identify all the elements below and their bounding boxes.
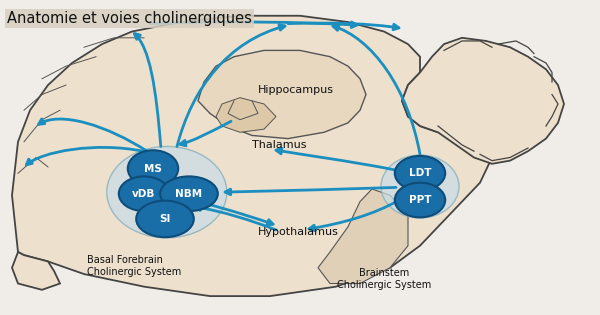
FancyArrowPatch shape bbox=[195, 205, 276, 230]
Polygon shape bbox=[12, 16, 492, 296]
FancyArrowPatch shape bbox=[177, 25, 285, 146]
Ellipse shape bbox=[160, 176, 218, 211]
Ellipse shape bbox=[136, 201, 194, 237]
FancyArrowPatch shape bbox=[333, 25, 420, 154]
Polygon shape bbox=[318, 189, 408, 284]
Text: PPT: PPT bbox=[409, 195, 431, 205]
Polygon shape bbox=[198, 50, 366, 139]
Text: Basal Forebrain
Cholinergic System: Basal Forebrain Cholinergic System bbox=[87, 255, 181, 277]
Polygon shape bbox=[12, 252, 60, 290]
FancyArrowPatch shape bbox=[134, 33, 161, 146]
Text: NBM: NBM bbox=[175, 189, 203, 199]
Text: Hypothalamus: Hypothalamus bbox=[258, 226, 339, 237]
Text: Hippocampus: Hippocampus bbox=[258, 85, 334, 95]
Ellipse shape bbox=[119, 176, 169, 211]
FancyArrowPatch shape bbox=[225, 187, 396, 195]
FancyArrowPatch shape bbox=[150, 22, 357, 27]
Text: Brainstem
Cholinergic System: Brainstem Cholinergic System bbox=[337, 268, 431, 289]
FancyArrowPatch shape bbox=[38, 119, 147, 151]
Polygon shape bbox=[216, 98, 276, 132]
FancyArrowPatch shape bbox=[180, 121, 231, 146]
FancyArrowPatch shape bbox=[309, 200, 399, 231]
FancyArrowPatch shape bbox=[204, 203, 273, 225]
Ellipse shape bbox=[107, 146, 227, 238]
Text: LDT: LDT bbox=[409, 168, 431, 178]
FancyArrowPatch shape bbox=[276, 148, 396, 170]
Polygon shape bbox=[402, 38, 564, 164]
Text: Thalamus: Thalamus bbox=[252, 140, 307, 150]
Ellipse shape bbox=[395, 156, 445, 191]
Ellipse shape bbox=[128, 150, 178, 187]
Ellipse shape bbox=[395, 183, 445, 217]
Text: Anatomie et voies cholinergiques: Anatomie et voies cholinergiques bbox=[7, 11, 252, 26]
Text: vDB: vDB bbox=[133, 189, 155, 199]
Ellipse shape bbox=[381, 155, 459, 218]
FancyArrowPatch shape bbox=[288, 23, 399, 30]
Text: SI: SI bbox=[160, 214, 170, 224]
FancyArrowPatch shape bbox=[26, 147, 143, 165]
Text: MS: MS bbox=[144, 163, 162, 174]
